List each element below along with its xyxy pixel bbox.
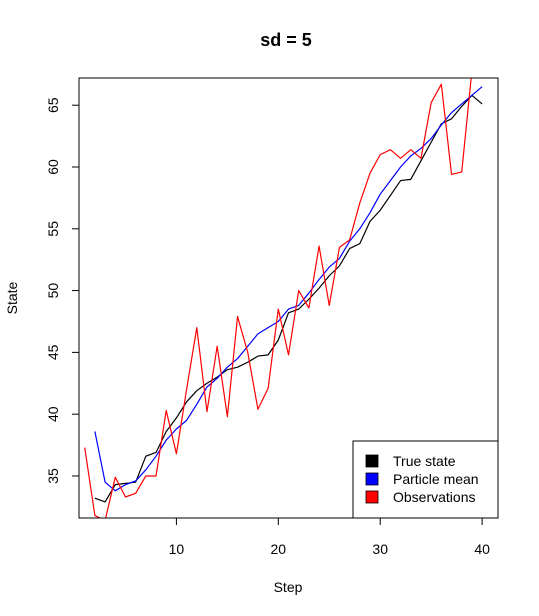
y-tick-label: 45 — [45, 344, 61, 360]
y-tick-label: 50 — [45, 283, 61, 299]
legend-label: Observations — [393, 489, 475, 505]
x-tick-label: 30 — [372, 541, 388, 557]
legend-label: True state — [393, 453, 456, 469]
series-line-observations — [84, 78, 472, 518]
x-axis: 10 20 30 40 — [169, 517, 490, 557]
legend-swatch — [365, 454, 379, 468]
legend: True state Particle mean Observations — [352, 440, 499, 519]
legend-swatch — [365, 472, 379, 486]
x-tick-label: 20 — [271, 541, 287, 557]
y-tick-label: 35 — [45, 468, 61, 484]
chart-title: sd = 5 — [260, 30, 312, 50]
y-tick-label: 60 — [45, 159, 61, 175]
legend-label: Particle mean — [393, 471, 479, 487]
y-axis-label: State — [4, 281, 20, 314]
series-line-true-state — [94, 94, 483, 503]
y-axis: 35 40 45 50 55 60 65 — [45, 97, 80, 484]
y-tick-label: 55 — [45, 221, 61, 237]
x-axis-label: Step — [274, 579, 303, 595]
x-tick-label: 10 — [169, 541, 185, 557]
y-tick-label: 65 — [45, 97, 61, 113]
legend-swatch — [365, 490, 379, 504]
series-line-particle-mean — [94, 86, 483, 492]
y-tick-label: 40 — [45, 406, 61, 422]
x-tick-label: 40 — [474, 541, 490, 557]
